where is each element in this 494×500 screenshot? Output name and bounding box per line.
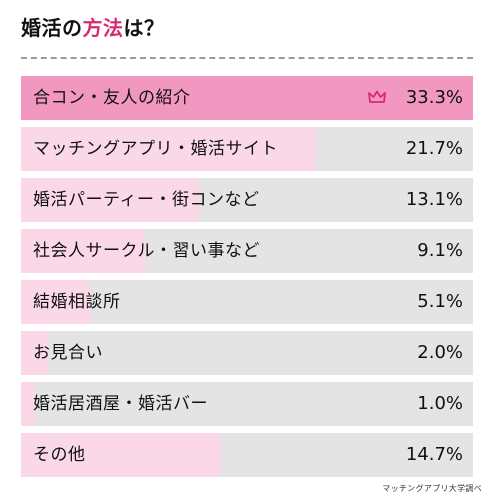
bar-label: 社会人サークル・習い事など bbox=[33, 241, 260, 261]
title-main: 婚活の bbox=[21, 16, 83, 40]
dashed-divider bbox=[21, 57, 473, 59]
bar-row: 社会人サークル・習い事など 9.1% bbox=[21, 229, 473, 273]
bar-value-label: 5.1% bbox=[417, 291, 463, 312]
bar-label: マッチングアプリ・婚活サイト bbox=[33, 139, 278, 159]
bar-label: 合コン・友人の紹介 bbox=[33, 88, 191, 108]
bar-fill bbox=[21, 127, 316, 171]
bar-row: 婚活居酒屋・婚活バー 1.0% bbox=[21, 382, 473, 426]
bar-fill bbox=[21, 433, 221, 477]
bar-value-label: 13.1% bbox=[405, 189, 463, 210]
bar-list: 合コン・友人の紹介 33.3% マッチングアプリ・婚活サイト 21.7% 婚活パーティー… bbox=[21, 76, 473, 484]
bar-value-label: 9.1% bbox=[417, 240, 463, 261]
bar-value-label: 33.3% bbox=[405, 87, 463, 108]
source-note: マッチングアプリ大学調べ bbox=[382, 484, 482, 493]
bar-row: その他 14.7% bbox=[21, 433, 473, 477]
bar-row: お見合い 2.0% bbox=[21, 331, 473, 375]
bar-value-label: 14.7% bbox=[405, 444, 463, 465]
bar-fill bbox=[21, 331, 49, 375]
bar-label: お見合い bbox=[33, 343, 103, 363]
bar-value-label: 2.0% bbox=[417, 342, 463, 363]
bar-row: マッチングアプリ・婚活サイト 21.7% bbox=[21, 127, 473, 171]
bar-fill bbox=[21, 178, 199, 222]
bar-row: 合コン・友人の紹介 33.3% bbox=[21, 76, 473, 120]
bar-fill bbox=[21, 229, 145, 273]
bar-label: 婚活パーティー・街コンなど bbox=[33, 190, 260, 210]
title-tail: は？ bbox=[123, 16, 165, 40]
chart-title: 婚活の方法は？ bbox=[21, 14, 165, 42]
title-accent: 方法 bbox=[82, 16, 124, 40]
bar-fill bbox=[21, 76, 473, 120]
bar-fill bbox=[21, 382, 35, 426]
bar-value-label: 21.7% bbox=[405, 138, 463, 159]
bar-row: 結婚相談所 5.1% bbox=[21, 280, 473, 324]
bar-label: その他 bbox=[33, 445, 86, 465]
bar-row: 婚活パーティー・街コンなど 13.1% bbox=[21, 178, 473, 222]
bar-value-label: 1.0% bbox=[417, 393, 463, 414]
bar-label: 結婚相談所 bbox=[33, 292, 121, 312]
bar-label: 婚活居酒屋・婚活バー bbox=[33, 394, 208, 414]
crown-icon bbox=[368, 90, 386, 103]
bar-fill bbox=[21, 280, 91, 324]
